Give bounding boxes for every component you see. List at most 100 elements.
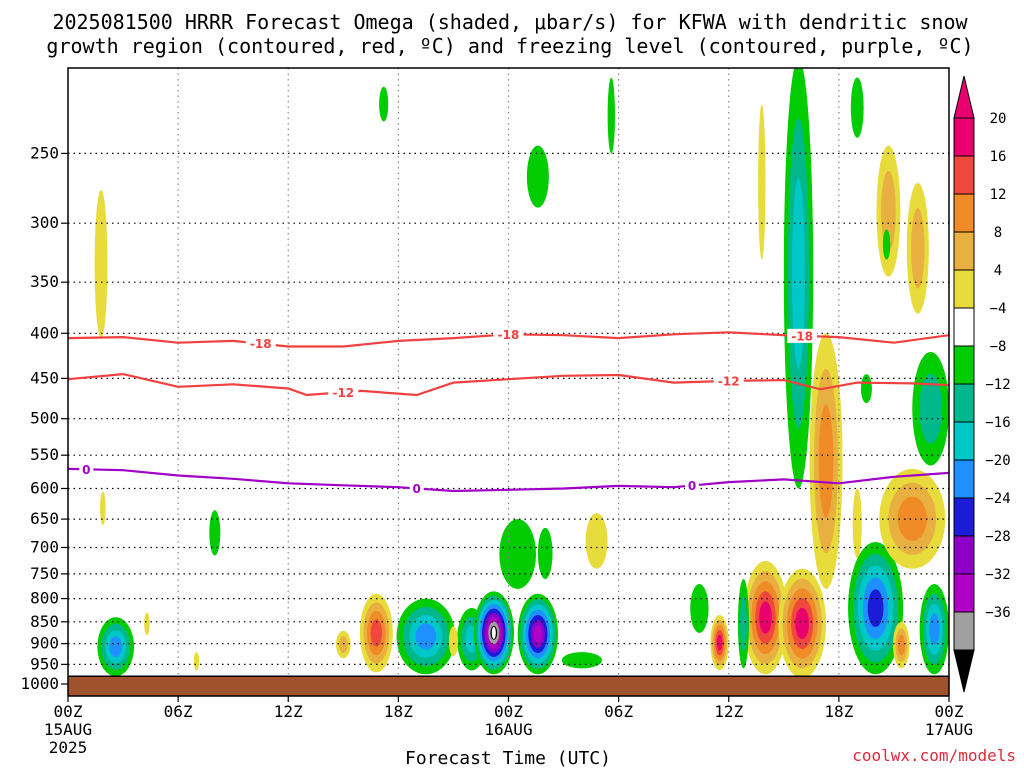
- colorbar-bin: [953, 421, 975, 461]
- omega-level: [100, 491, 106, 525]
- omega-cell: [499, 519, 537, 589]
- omega-cell: [585, 513, 608, 569]
- omega-level: [850, 77, 864, 138]
- omega-level: [338, 636, 348, 653]
- omega-level: [94, 189, 108, 339]
- omega-cell: [850, 77, 864, 138]
- x-tick-year: 2025: [49, 738, 88, 757]
- contour-label: -18: [250, 337, 272, 351]
- omega-cell: [448, 626, 459, 657]
- colorbar-label: −12: [985, 377, 1010, 393]
- colorbar-label: −36: [985, 605, 1010, 621]
- omega-level: [585, 513, 608, 569]
- contour-label-bg: [493, 327, 524, 342]
- omega-level: [897, 634, 905, 656]
- colorbar-label: 12: [990, 187, 1007, 203]
- omega-cell: [690, 583, 709, 633]
- omega-level: [795, 607, 809, 640]
- omega-level: [379, 86, 389, 122]
- x-tick-label: 18Z: [824, 702, 853, 721]
- colorbar-bin: [953, 231, 975, 271]
- colorbar: 20 16 12 8 4 −4 −8 −12 −16 −20 −24 −28 −32 −36: [953, 75, 1011, 693]
- omega-cell: [97, 617, 135, 677]
- contour-label-bg: [245, 336, 276, 351]
- omega-cell: [100, 491, 106, 525]
- y-tick-label: 300: [30, 213, 59, 232]
- omega-cell: [778, 568, 827, 679]
- contour--12: -12 -12: [67, 372, 950, 400]
- omega-level: [818, 404, 834, 518]
- omega-cell: [144, 612, 150, 636]
- ground-fill: [68, 676, 949, 696]
- colorbar-bin: [953, 497, 975, 537]
- y-tick-label: 700: [30, 537, 59, 556]
- omega-level: [758, 104, 766, 260]
- omega-cell: [193, 652, 200, 671]
- omega-level: [759, 601, 772, 634]
- omega-cell: [893, 621, 910, 669]
- colorbar-label: −32: [985, 567, 1010, 583]
- colorbar-top-triangle: [953, 75, 975, 119]
- omega-core: [491, 626, 496, 639]
- contour-label: -18: [791, 329, 813, 343]
- contour-label-bg: [409, 481, 424, 496]
- contour-0: 0 0 0: [67, 462, 950, 496]
- x-tick-label: 00Z: [494, 702, 523, 721]
- x-tick-date: 16AUG: [484, 720, 532, 739]
- colorbar-label: −16: [985, 415, 1010, 431]
- chart-title-line-2: growth region (contoured, red, ºC) and f…: [46, 34, 973, 58]
- omega-level: [852, 488, 862, 559]
- omega-cell: [517, 593, 559, 675]
- colorbar-bin: [953, 269, 975, 309]
- omega-level: [144, 612, 150, 636]
- contour-label: 0: [688, 479, 696, 493]
- omega-cell: [758, 104, 766, 260]
- omega-level: [897, 496, 927, 542]
- omega-level: [370, 619, 383, 647]
- y-tick-label: 500: [30, 409, 59, 428]
- y-tick-label: 850: [30, 612, 59, 631]
- colorbar-bottom-triangle: [953, 649, 975, 693]
- contour--18: -18 -18 -18: [67, 327, 950, 351]
- x-tick-label: 12Z: [274, 702, 303, 721]
- omega-level: [526, 145, 549, 208]
- y-tick-label: 400: [30, 323, 59, 342]
- omega-level: [882, 229, 891, 260]
- contour-line: [67, 372, 950, 397]
- x-tick-label: 00Z: [935, 702, 964, 721]
- omega-level: [860, 374, 872, 404]
- ground-layer: [68, 675, 949, 696]
- contour-label: -12: [332, 386, 354, 400]
- colorbar-label: 4: [994, 263, 1002, 279]
- contour-label: -18: [498, 328, 520, 342]
- contour-lines: -18 -18 -18 -12 -12 0 0 0: [67, 327, 950, 496]
- omega-level: [193, 652, 200, 671]
- omega-cell: [882, 229, 891, 260]
- omega-cell: [852, 488, 862, 559]
- omega-level: [690, 583, 709, 633]
- omega-level: [919, 373, 942, 444]
- colorbar-bin: [953, 117, 975, 157]
- colorbar-label: 16: [990, 149, 1007, 165]
- contour-label-bg: [328, 385, 359, 400]
- y-tick-label: 950: [30, 654, 59, 673]
- colorbar-bin: [953, 535, 975, 575]
- omega-cell: [919, 583, 949, 675]
- x-tick-date: 15AUG: [44, 720, 92, 739]
- x-tick-label: 18Z: [384, 702, 413, 721]
- y-axis-ticks: 250 300 350 400 450 500 550 600 650 700 750 800 850 9…: [20, 143, 68, 693]
- omega-cell: [783, 68, 814, 489]
- omega-cell: [473, 591, 515, 675]
- y-tick-label: 600: [30, 478, 59, 497]
- x-axis-title: Forecast Time (UTC): [405, 748, 611, 768]
- omega-level: [607, 77, 615, 154]
- colorbar-bin: [953, 307, 975, 347]
- colorbar-bin: [953, 155, 975, 195]
- omega-cell: [743, 560, 788, 675]
- colorbar-label: 20: [990, 111, 1007, 127]
- colorbar-bin: [953, 193, 975, 233]
- x-tick-label: 00Z: [54, 702, 83, 721]
- omega-level: [448, 626, 459, 657]
- y-tick-label: 250: [30, 143, 59, 162]
